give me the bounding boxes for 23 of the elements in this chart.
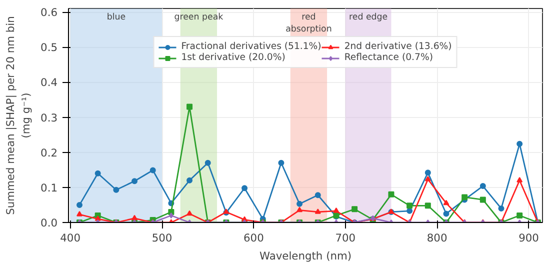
x-tick-label: 500 [152,232,172,244]
legend-label: Fractional derivatives (51.1%) [181,41,322,52]
y-axis-title: Summed mean |SHAP| per 20 nm bin (mg g⁻¹) [4,16,33,215]
x-axis-title: Wavelength (nm) [259,250,352,262]
legend-label: Reflectance (0.7%) [344,52,433,63]
band-label: blue [106,12,126,22]
legend-label: 1st derivative (20.0%) [181,52,286,63]
band-label: green peak [174,12,224,22]
x-tick-label: 900 [518,232,540,244]
band-label: red edge [349,12,388,22]
legend-label: 2nd derivative (13.6%) [344,41,452,52]
x-tick-label: 600 [244,232,264,244]
x-tick-label: 400 [60,232,81,244]
x-tick-label: 700 [335,232,356,244]
y-tick-label: 0.6 [40,6,58,20]
y-tick-label: 0.1 [40,181,58,194]
y-tick-label: 0.4 [40,76,58,90]
y-tick-label: 0.3 [40,111,58,124]
y-tick-label: 0.2 [40,146,58,160]
band-label: red absorption [286,12,332,34]
y-tick-label: 0.5 [40,41,58,54]
x-tick-label: 800 [426,232,448,244]
y-tick-label: 0.0 [40,216,58,230]
